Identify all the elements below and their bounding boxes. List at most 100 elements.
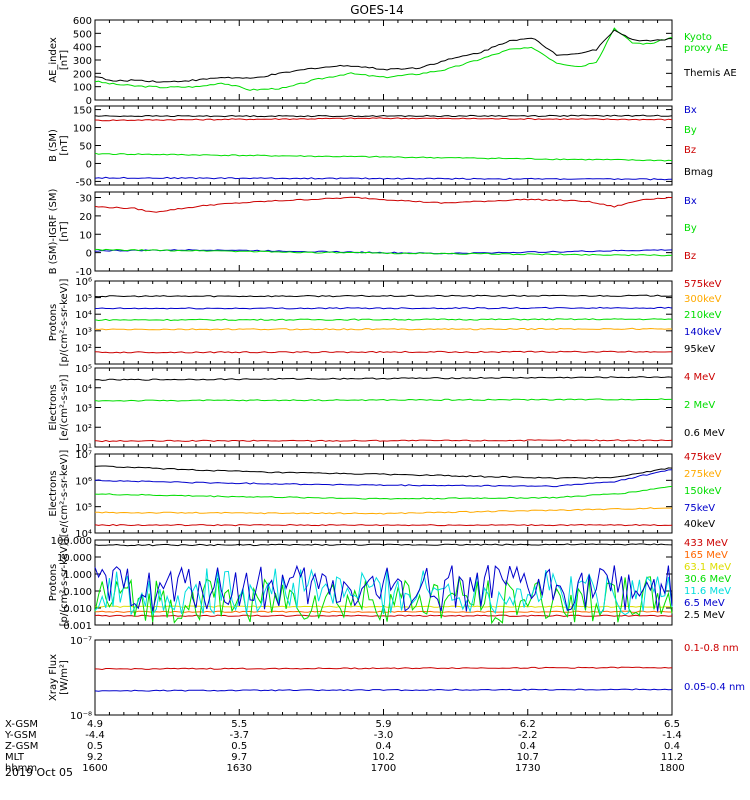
y-tick-label: 10⁴ [75, 529, 92, 540]
date-label: 2019 Oct 05 [5, 766, 73, 779]
series-line-95kev [94, 294, 673, 298]
series-line-bx [94, 176, 673, 181]
x-axis-value: 4.9 [87, 719, 103, 730]
y-axis-label: B (SM)[nT] [48, 129, 70, 162]
y-axis-label: Electrons[e/(cm²-s-sr-keV)] [48, 450, 70, 538]
x-axis-value: 6.2 [520, 719, 536, 730]
y-axis-label: Protons[p/(cm²-s-sr-keV)] [48, 539, 70, 627]
legend-entry: 30.6 MeV [684, 574, 731, 585]
y-tick-label: 10⁵ [75, 364, 92, 375]
series-line-2-mev [94, 398, 672, 402]
x-axis-value: 0.5 [87, 741, 103, 752]
series-line-475kev [94, 523, 673, 527]
series-line-30-6-mev [94, 576, 673, 625]
x-axis-value: 9.7 [231, 752, 247, 763]
panel-3: -10 0 10 20 30 B (SM)-IGRF (SM)[nT] Bx By Bz [48, 189, 697, 278]
y-tick-label: 100.000 [51, 536, 92, 547]
legend-entry: By [684, 223, 697, 234]
legend-entry: 11.6 MeV [684, 586, 731, 597]
series-line-4-mev [94, 439, 673, 443]
y-tick-label: 10⁵ [75, 503, 92, 514]
y-tick-label: 100 [73, 83, 92, 94]
y-tick-label: 600 [73, 16, 92, 27]
y-tick-label: 0.001 [63, 621, 92, 632]
x-axis-value: 1730 [515, 763, 540, 774]
panel-2: -50 0 50 100 150 B (SM)[nT] Bx By Bz Bmag [48, 105, 713, 188]
legend-entry: Bx [684, 196, 697, 207]
legend-entry: 575keV [684, 279, 722, 290]
x-axis-value: 1630 [227, 763, 252, 774]
legend-entry: Bmag [684, 167, 713, 178]
series-line-40kev [94, 465, 673, 480]
y-axis-label: Xray Flux[W/m²] [48, 654, 70, 701]
y-tick-label: 30 [79, 194, 92, 205]
x-axis-value: 5.9 [376, 719, 392, 730]
x-axis-value: 1800 [659, 763, 684, 774]
x-axis-value: -4.4 [85, 730, 105, 741]
y-tick-label: 0 [86, 249, 92, 260]
legend-entry: By [684, 125, 697, 136]
series-line-0-05-0-4-nm [94, 688, 673, 692]
x-axis-value: 11.2 [661, 752, 683, 763]
y-tick-label: 50 [79, 142, 92, 153]
legend-entry: 475keV [684, 452, 722, 463]
x-axis-row-label: hhmm [5, 763, 37, 774]
panel-6: 10⁴ 10⁵ 10⁶ 10⁷ Electrons[e/(cm²-s-sr-keV)] 4… [48, 450, 722, 540]
y-tick-label: 10² [75, 343, 92, 354]
legend-entry: 165 MeV [684, 550, 728, 561]
plot-title: GOES-14 [350, 3, 404, 17]
y-tick-label: 0 [86, 159, 92, 170]
x-axis-value: 0.4 [664, 741, 680, 752]
y-tick-label: 10⁻⁸ [70, 711, 92, 722]
y-tick-label: 100 [73, 124, 92, 135]
y-tick-label: 10² [75, 423, 92, 434]
y-tick-label: 200 [73, 69, 92, 80]
legend-entry: 210keV [684, 310, 722, 321]
y-tick-label: 0.010 [63, 604, 92, 615]
y-axis-label: AE_index[nT] [48, 37, 70, 83]
legend-entry: 0.1-0.8 nm [684, 643, 739, 654]
series-line-bmag [94, 114, 673, 118]
y-axis-label: Electrons[e/(cm²-s-sr)] [48, 374, 70, 440]
x-axis-value: 0.5 [231, 741, 247, 752]
y-tick-label: 10⁶ [75, 277, 92, 288]
y-tick-label: 300 [73, 56, 92, 67]
legend-entry: 75keV [684, 503, 715, 514]
series-line-75kev [94, 469, 673, 488]
y-tick-label: 1.000 [63, 570, 92, 581]
series-line-0-6-mev [94, 376, 673, 381]
x-axis-value: -3.0 [374, 730, 394, 741]
panel-frame [94, 453, 673, 534]
legend-entry: 4 MeV [684, 372, 715, 383]
y-tick-label: 10⁷ [75, 450, 92, 461]
y-tick-label: -10 [76, 267, 92, 278]
legend-entry: Bx [684, 105, 697, 116]
series-line-575kev [94, 350, 673, 354]
panel-5: 10¹ 10² 10³ 10⁴ 10⁵ Electrons[e/(cm²-s-sr)] 4 … [48, 364, 725, 454]
x-axis-value: 6.5 [664, 719, 680, 730]
x-axis-value: -1.4 [662, 730, 682, 741]
legend-entry: 2.5 MeV [684, 610, 725, 621]
y-tick-label: 150 [73, 106, 92, 117]
legend-entry: 140keV [684, 327, 722, 338]
legend-entry: 300keV [684, 294, 722, 305]
x-axis-value: 10.7 [517, 752, 539, 763]
legend-entry: 0.6 MeV [684, 428, 725, 439]
y-tick-label: 10⁵ [75, 294, 92, 305]
legend-entry: 0.05-0.4 nm [684, 682, 745, 693]
series-line-bz [94, 196, 673, 213]
series-line-kyoto [94, 27, 673, 91]
y-tick-label: 10⁴ [75, 310, 92, 321]
x-axis-value: -2.2 [518, 730, 538, 741]
legend-entry: 2 MeV [684, 400, 715, 411]
y-tick-label: 10.000 [57, 553, 92, 564]
legend-entry: 6.5 MeV [684, 598, 725, 609]
y-tick-label: 500 [73, 29, 92, 40]
x-axis-row-label: Y-GSM [4, 730, 37, 741]
panel-frame [94, 191, 673, 272]
legend-entry: Themis AE [683, 68, 737, 79]
series-line-by [94, 152, 673, 162]
